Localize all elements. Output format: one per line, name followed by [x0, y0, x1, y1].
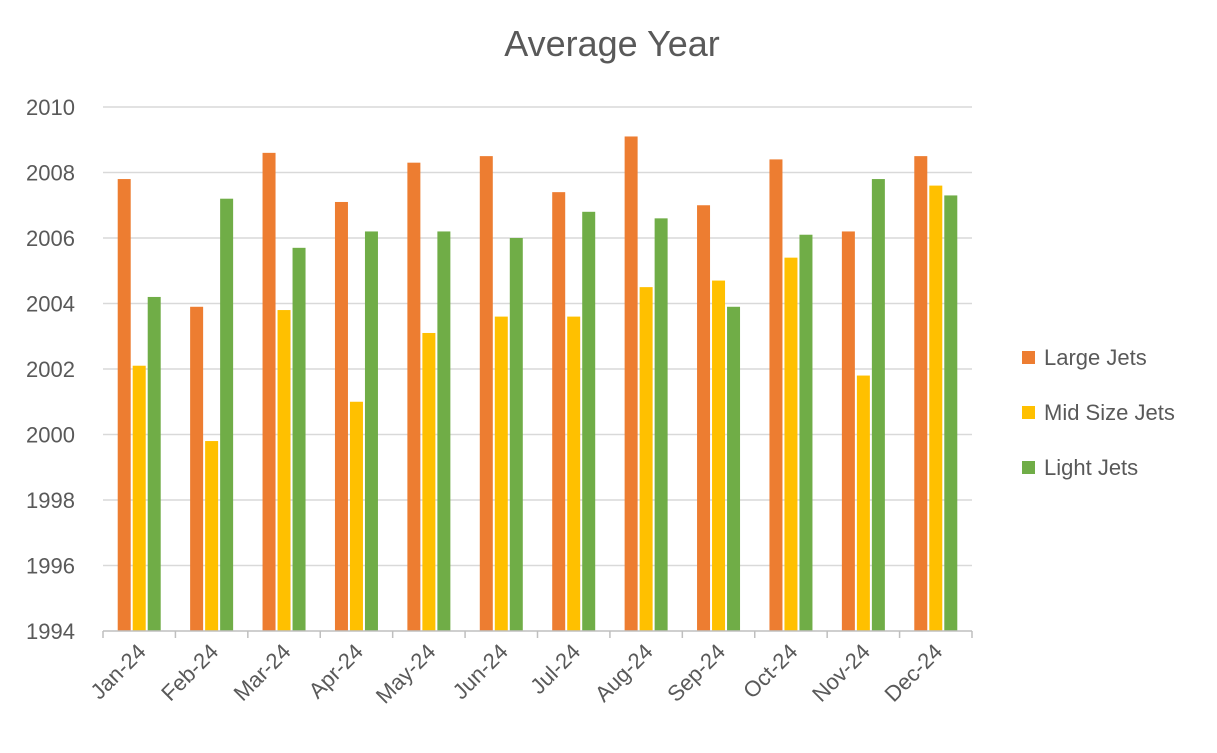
- bar-mid-size-jets: [856, 375, 870, 631]
- bar-large-jets: [552, 192, 566, 631]
- bar-large-jets: [334, 201, 348, 631]
- x-tick-label: Jan-24: [85, 639, 150, 704]
- bar-mid-size-jets: [277, 310, 291, 631]
- bar-light-jets: [944, 195, 958, 632]
- bar-light-jets: [147, 296, 161, 631]
- y-tick-label: 2000: [26, 423, 75, 448]
- bar-large-jets: [479, 156, 493, 631]
- x-tick-label: Mar-24: [229, 639, 296, 706]
- bar-mid-size-jets: [639, 287, 653, 631]
- bar-large-jets: [624, 136, 638, 631]
- x-tick-label: Jul-24: [525, 639, 585, 699]
- bar-mid-size-jets: [132, 365, 146, 631]
- y-tick-label: 1996: [26, 554, 75, 579]
- bar-mid-size-jets: [929, 185, 943, 631]
- x-tick-label: Dec-24: [880, 639, 948, 707]
- x-tick-label: May-24: [371, 639, 441, 709]
- bar-light-jets: [582, 211, 596, 632]
- bar-light-jets: [654, 218, 668, 631]
- x-tick-label: Jun-24: [448, 639, 513, 704]
- legend-swatch: [1022, 461, 1035, 474]
- bar-mid-size-jets: [494, 316, 508, 631]
- bar-mid-size-jets: [567, 316, 581, 631]
- bar-large-jets: [914, 156, 928, 631]
- x-tick-label: Apr-24: [304, 639, 368, 703]
- bar-large-jets: [841, 231, 855, 631]
- bar-mid-size-jets: [205, 441, 219, 631]
- bar-light-jets: [437, 231, 451, 631]
- bar-large-jets: [117, 179, 131, 632]
- legend-label: Large Jets: [1044, 345, 1147, 370]
- bar-mid-size-jets: [712, 280, 726, 631]
- bar-large-jets: [190, 306, 204, 631]
- y-tick-label: 1994: [26, 619, 75, 644]
- x-tick-label: Feb-24: [156, 639, 223, 706]
- bar-mid-size-jets: [349, 401, 363, 631]
- legend-label: Light Jets: [1044, 455, 1138, 480]
- y-tick-label: 2010: [26, 95, 75, 120]
- legend-swatch: [1022, 351, 1035, 364]
- x-tick-label: Nov-24: [807, 639, 875, 707]
- bar-light-jets: [727, 306, 741, 631]
- x-tick-label: Oct-24: [738, 639, 802, 703]
- x-tick-label: Sep-24: [662, 639, 730, 707]
- bar-light-jets: [220, 198, 234, 631]
- bar-large-jets: [262, 152, 276, 631]
- y-tick-label: 2004: [26, 292, 75, 317]
- bar-light-jets: [509, 238, 523, 631]
- bar-light-jets: [799, 234, 813, 631]
- bar-large-jets: [407, 162, 421, 632]
- x-tick-label: Aug-24: [590, 639, 658, 707]
- chart-title: Average Year: [504, 23, 720, 64]
- bar-large-jets: [769, 159, 783, 631]
- bar-light-jets: [364, 231, 378, 631]
- y-tick-label: 1998: [26, 488, 75, 513]
- bar-light-jets: [292, 247, 306, 631]
- legend-label: Mid Size Jets: [1044, 400, 1175, 425]
- legend-swatch: [1022, 406, 1035, 419]
- y-tick-label: 2008: [26, 161, 75, 186]
- bar-large-jets: [697, 205, 711, 631]
- bar-light-jets: [871, 179, 885, 632]
- y-tick-label: 2002: [26, 357, 75, 382]
- y-tick-label: 2006: [26, 226, 75, 251]
- bar-mid-size-jets: [784, 257, 798, 631]
- bar-mid-size-jets: [422, 332, 436, 631]
